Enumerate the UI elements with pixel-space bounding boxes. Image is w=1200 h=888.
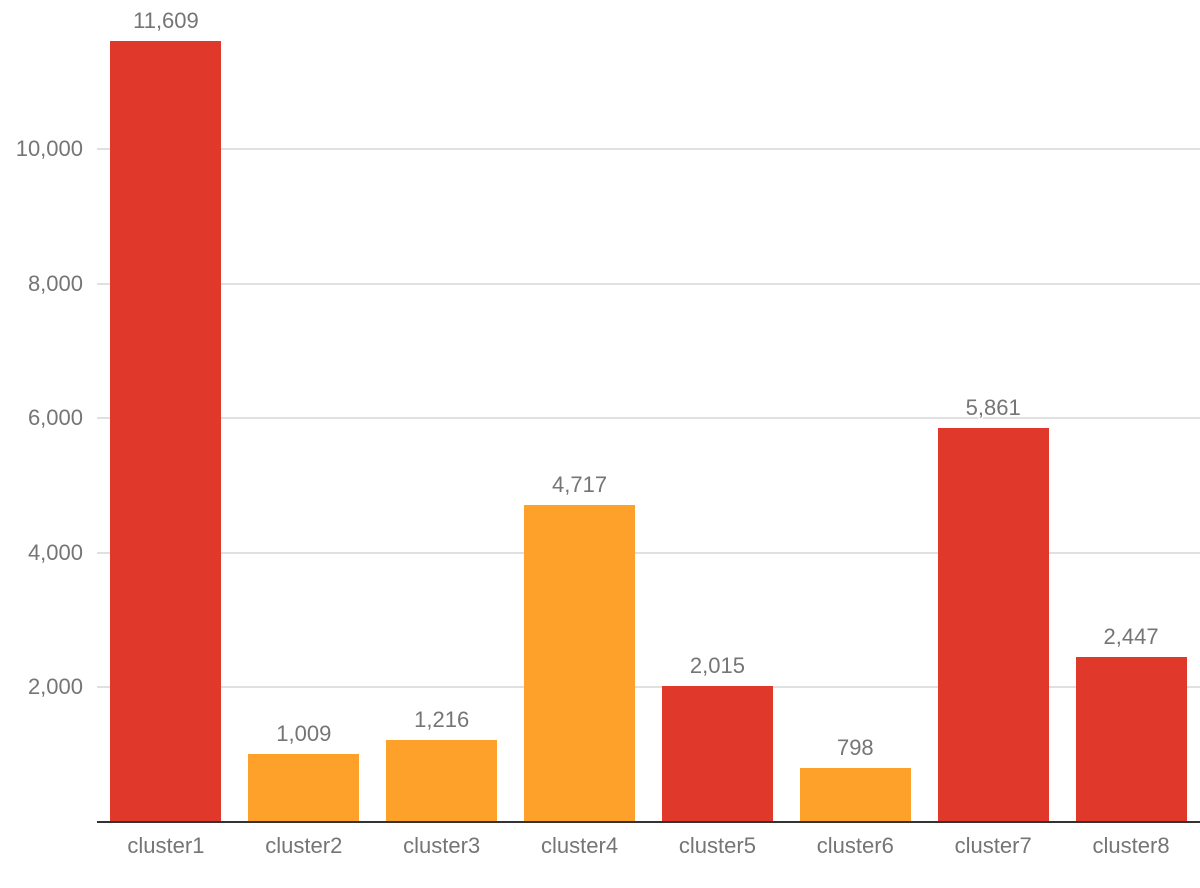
x-tick-label-cluster2: cluster2 xyxy=(265,833,343,858)
bar-value-label: 4,717 xyxy=(552,471,608,497)
bar-column-cluster4: 4,717 xyxy=(511,0,649,822)
x-tick-label-cluster5: cluster5 xyxy=(678,833,756,858)
bar-value-label: 798 xyxy=(836,735,874,761)
bar-value-label: 5,861 xyxy=(965,394,1021,420)
x-axis-baseline xyxy=(97,821,1200,823)
x-tick-label-cluster3: cluster3 xyxy=(403,833,481,858)
bars-row: 11,609 1,009 1,216 4,717 2,015 798 5,861 2,447 xyxy=(97,0,1200,822)
bar-column-cluster6: 798 xyxy=(786,0,924,822)
bar-column-cluster8: 2,447 xyxy=(1062,0,1200,822)
bar-cluster4[interactable] xyxy=(524,504,636,822)
bar-cluster8[interactable] xyxy=(1075,657,1187,822)
bar-column-cluster2: 1,009 xyxy=(235,0,373,822)
bar-column-cluster3: 1,216 xyxy=(373,0,511,822)
y-tick-label: 10,000 xyxy=(15,135,83,161)
bar-column-cluster1: 11,609 xyxy=(97,0,235,822)
bar-column-cluster7: 5,861 xyxy=(924,0,1062,822)
bar-cluster2[interactable] xyxy=(248,754,360,822)
bar-cluster1[interactable] xyxy=(110,40,222,822)
bar-column-cluster5: 2,015 xyxy=(649,0,787,822)
y-tick-label: 4,000 xyxy=(27,539,83,565)
bar-value-label: 11,609 xyxy=(133,7,199,33)
x-tick-label-cluster1: cluster1 xyxy=(127,833,205,858)
gridline-4000 xyxy=(97,551,1200,554)
plot-area: 11,609 1,009 1,216 4,717 2,015 798 5,861 2,447 xyxy=(97,0,1200,823)
y-tick-label: 6,000 xyxy=(27,405,83,431)
bar-cluster6[interactable] xyxy=(799,768,911,822)
gridline-6000 xyxy=(97,417,1200,420)
y-axis: 2,000 4,000 6,000 8,000 10,000 xyxy=(0,0,83,822)
x-axis: cluster1 cluster2 cluster3 cluster4 cluster5… xyxy=(97,822,1200,888)
x-tick-label-cluster6: cluster6 xyxy=(816,833,894,858)
bar-cluster5[interactable] xyxy=(661,686,773,822)
y-tick-label: 8,000 xyxy=(27,270,83,296)
gridline-2000 xyxy=(97,686,1200,689)
bar-cluster7[interactable] xyxy=(937,427,1049,822)
bar-value-label: 1,009 xyxy=(276,721,332,747)
x-tick-label-cluster7: cluster7 xyxy=(954,833,1032,858)
gridline-8000 xyxy=(97,282,1200,285)
bar-cluster3[interactable] xyxy=(386,740,498,822)
x-tick-label-cluster4: cluster4 xyxy=(541,833,619,858)
bar-value-label: 2,447 xyxy=(1103,624,1159,650)
bar-value-label: 1,216 xyxy=(414,707,470,733)
x-tick-label-cluster8: cluster8 xyxy=(1092,833,1170,858)
bar-value-label: 2,015 xyxy=(689,653,745,679)
y-tick-label: 2,000 xyxy=(27,674,83,700)
gridline-10000 xyxy=(97,147,1200,150)
